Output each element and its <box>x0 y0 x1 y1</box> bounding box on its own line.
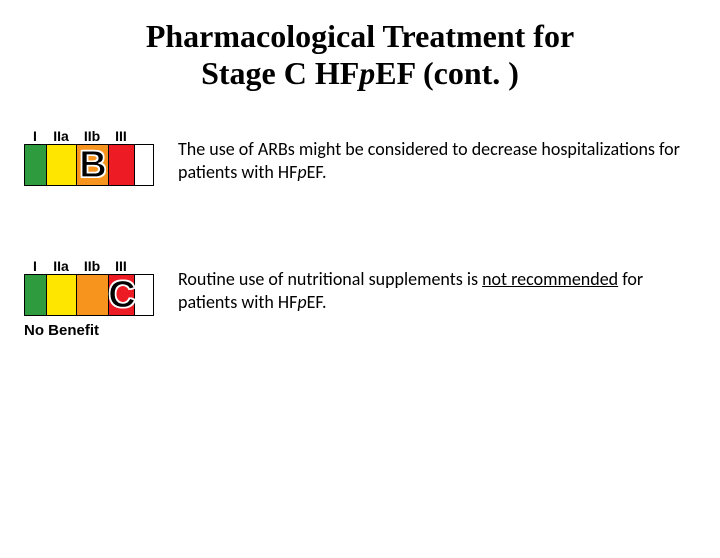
class-of-rec-badge: I IIa IIb III C No Benefit <box>24 258 154 339</box>
class-label-IIb: IIb <box>76 258 108 274</box>
title-line2-ital: p <box>359 55 375 91</box>
rec-text-pre: Routine use of nutritional supplements i… <box>178 268 482 290</box>
class-header: I IIa IIb III <box>24 128 154 144</box>
recommendation-row: I IIa IIb III C No Benefit Routine use o… <box>0 258 720 339</box>
class-bar-IIb <box>77 275 109 315</box>
class-label-IIb: IIb <box>76 128 108 144</box>
recommendations-list: I IIa IIb III B The use of ARBs might be… <box>0 128 720 339</box>
rec-text-pre: The use of ARBs might be considered to d… <box>178 138 680 183</box>
class-bar-IIa <box>47 145 77 185</box>
rec-text-post: EF. <box>307 161 327 183</box>
class-label-IIa: IIa <box>46 258 76 274</box>
evidence-level-letter: C <box>108 276 135 314</box>
recommendation-text: The use of ARBs might be considered to d… <box>178 128 696 185</box>
rec-text-ital: p <box>297 161 306 183</box>
class-label-I: I <box>24 128 46 144</box>
class-bars: C <box>24 274 154 316</box>
title-line1: Pharmacological Treatment for <box>146 18 574 54</box>
evidence-level-letter: B <box>79 146 106 184</box>
rec-text-underline: not recommended <box>482 268 618 290</box>
class-bar-IIa <box>47 275 77 315</box>
class-label-IIa: IIa <box>46 128 76 144</box>
recommendation-text: Routine use of nutritional supplements i… <box>178 258 696 315</box>
title-line2-post: EF (cont. ) <box>375 55 519 91</box>
no-benefit-label: No Benefit <box>24 322 154 339</box>
rec-text-post: EF. <box>307 291 327 313</box>
class-bars: B <box>24 144 154 186</box>
class-label-III: III <box>108 258 134 274</box>
class-of-rec-badge: I IIa IIb III B <box>24 128 154 186</box>
title-line2-pre: Stage C HF <box>201 55 359 91</box>
page-title: Pharmacological Treatment for Stage C HF… <box>0 18 720 92</box>
class-header: I IIa IIb III <box>24 258 154 274</box>
rec-text-ital: p <box>297 291 306 313</box>
class-label-III: III <box>108 128 134 144</box>
class-bar-I <box>25 145 47 185</box>
class-label-I: I <box>24 258 46 274</box>
class-bar-III <box>109 145 135 185</box>
class-bar-I <box>25 275 47 315</box>
recommendation-row: I IIa IIb III B The use of ARBs might be… <box>0 128 720 186</box>
